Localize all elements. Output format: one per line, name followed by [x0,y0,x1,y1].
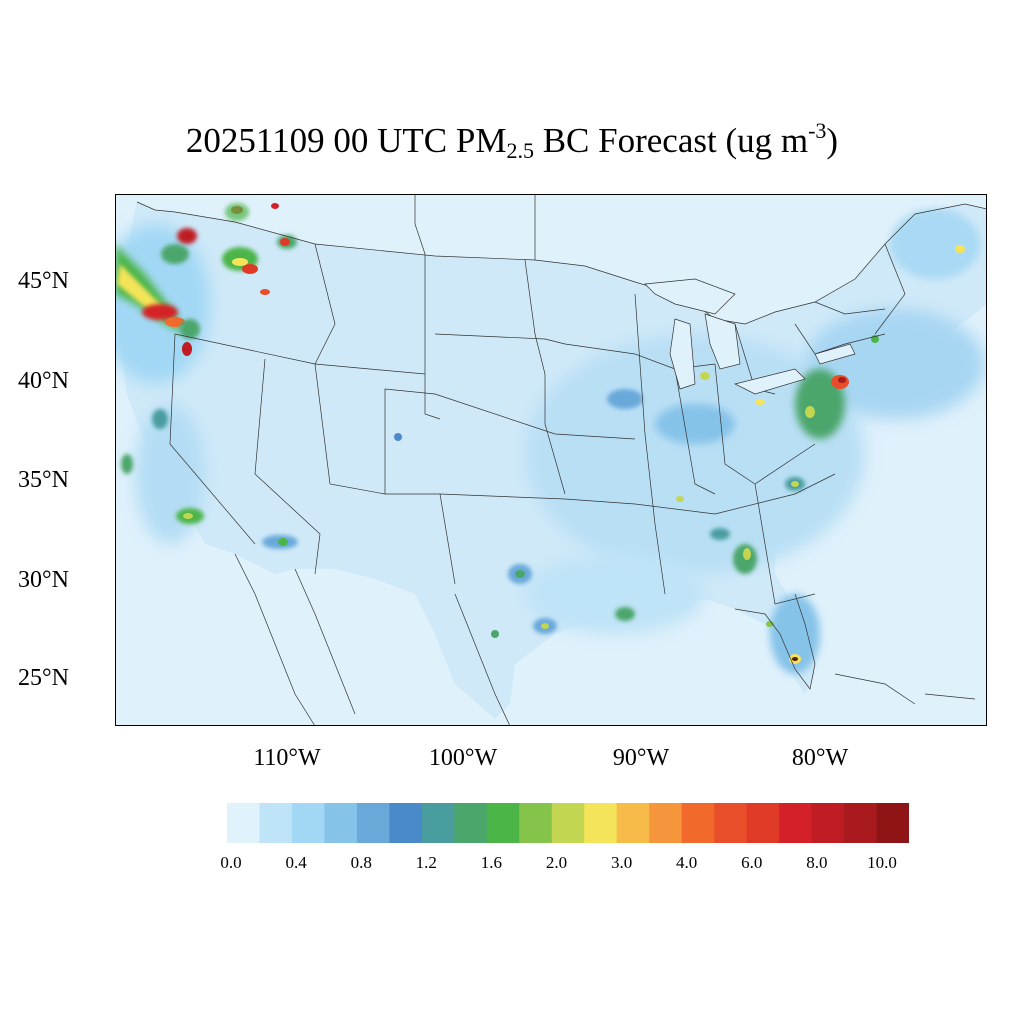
colorbar-swatch-8 [486,803,520,843]
lat-label-35: 35°N [18,467,69,493]
colorbar-swatch-1 [259,803,293,843]
tampa-dot [766,621,774,627]
sacramento-plume [152,409,168,429]
caribbean-islands [834,673,976,705]
n-idaho-green [225,203,249,221]
idaho-hotspot [242,264,258,274]
phoenix-core [278,538,288,546]
colorbar-swatch-5 [389,803,423,843]
great-lakes [644,278,856,395]
title-species: PM [455,121,507,160]
colorbar-tick-label: 8.0 [806,853,828,872]
indiana-plume [655,404,735,444]
s-idaho-dot [260,289,270,295]
seattle-hotspot [177,228,197,244]
dallas-core [515,570,525,578]
colorbar-tick-label: 3.0 [610,853,633,872]
forecast-map [115,194,987,726]
houston-core [541,623,549,629]
florida-outline [734,593,816,690]
colorbar-swatch-3 [324,803,358,843]
colorbar-swatch-0 [227,803,260,843]
pnw-hotspot-orange [165,317,185,327]
charlotte-core [791,481,799,487]
florida-haze [770,594,820,674]
colorbar-swatch-14 [681,803,715,843]
colorbar-swatch-10 [551,803,585,843]
colorbar-swatch-19 [844,803,878,843]
nova-scotia-dot [955,245,965,253]
colorbar-tick-label: 1.6 [480,853,502,872]
mexico-coastline [234,553,511,726]
idaho-yellow [232,258,248,266]
ohio-hotspot [755,399,765,405]
lon-label-100w: 100°W [428,745,498,771]
pnw-hotspot-red [142,304,178,320]
title-species-subscript: 2.5 [506,138,534,163]
seattle-green [161,244,189,264]
colorbar-tick-label: 2.0 [545,853,568,872]
atlanta-core [743,548,751,560]
colorbar-swatch-17 [779,803,813,843]
colorbar-swatch-13 [649,803,683,843]
colorbar-swatch-11 [584,803,618,843]
w-montana-dot [271,203,279,209]
colorbar-swatch-7 [454,803,488,843]
gulf-haze [525,554,705,634]
new-orleans-plume [615,607,635,621]
colorbar-swatch-15 [714,803,748,843]
philly-core [838,377,846,383]
colorbar-tick-label: 0.0 [220,853,242,872]
title-units-superscript: -3 [808,118,827,143]
birmingham-plume [710,528,730,540]
atlantic-plume [805,309,985,419]
austin-dot [491,630,499,638]
ne-corridor-plume [795,369,845,439]
miami-core [792,657,798,661]
colorbar-swatch-18 [811,803,845,843]
denver-dot [394,433,402,441]
colorbar-swatch-16 [746,803,780,843]
montana-hotspot [280,238,290,246]
colorbar-tick-label: 4.0 [676,853,698,872]
detroit-hotspot [700,372,710,380]
title-hour: 00 UTC [333,121,448,160]
lon-label-80w: 80°W [791,745,849,771]
lat-label-30: 30°N [18,567,69,593]
lon-label-110w: 110°W [253,745,321,771]
colorbar-tick-label: 1.2 [415,853,437,872]
colorbar-swatch-2 [291,803,325,843]
colorbar-swatch-12 [616,803,650,843]
lon-label-90w: 90°W [612,745,670,771]
lat-label-45: 45°N [18,268,69,294]
sf-bay-plume [121,454,133,474]
title-units-text: BC Forecast (ug m [542,121,809,160]
oregon-green [180,319,200,339]
lat-label-40: 40°N [18,368,69,394]
lat-label-25: 25°N [18,665,69,691]
la-basin-core [183,513,193,519]
title-date: 20251109 [185,121,325,160]
title-close-paren: ) [826,121,839,160]
colorbar-tick-label: 6.0 [741,853,763,872]
colorbar-tick-label: 0.8 [350,853,372,872]
canada-east-haze [890,209,980,279]
colorbar-tick-label: 10.0 [867,853,897,872]
colorbar-swatch-20 [876,803,909,843]
colorbar-swatch-6 [421,803,455,843]
map-frame [115,194,987,726]
nashville-core [676,496,684,502]
chicago-plume [607,389,643,409]
colorbar-swatch-9 [519,803,553,843]
chart-title: 20251109 00 UTC PM2.5 BC Forecast (ug m-… [0,118,1024,164]
colorbar-tick-label: 0.4 [285,853,307,872]
colorbar-swatch-4 [356,803,390,843]
dc-hotspot [805,406,815,418]
oregon-hotspot [182,342,192,356]
colorbar [227,803,909,843]
